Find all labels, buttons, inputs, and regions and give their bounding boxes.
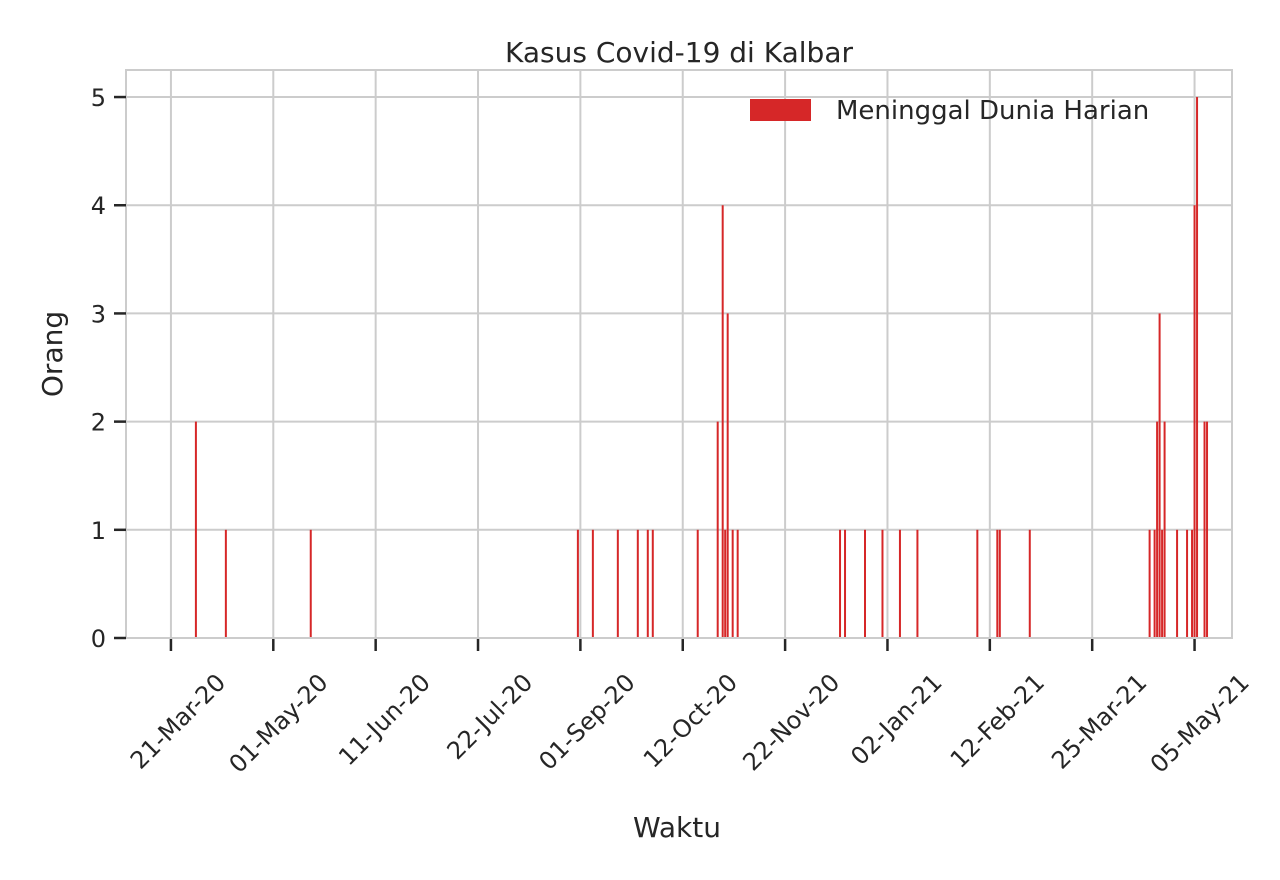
bar — [731, 529, 734, 638]
bars — [194, 97, 1209, 639]
bar — [736, 529, 739, 638]
bar — [651, 529, 654, 638]
bar — [309, 529, 312, 638]
bar — [1163, 421, 1166, 638]
legend-label: Meninggal Dunia Harian — [836, 96, 1149, 126]
bar — [1196, 97, 1199, 639]
legend-swatch — [750, 99, 811, 121]
y-tick-label: 5 — [91, 84, 106, 112]
bar — [646, 529, 649, 638]
chart-title: Kasus Covid-19 di Kalbar — [505, 36, 853, 69]
bar — [916, 529, 919, 638]
bar — [1148, 529, 1151, 638]
y-tick-label: 1 — [91, 517, 106, 545]
bar — [576, 529, 579, 638]
bar — [863, 529, 866, 638]
bar — [721, 205, 724, 638]
y-axis-label: Orang — [36, 311, 69, 397]
bar — [844, 529, 847, 638]
bar — [724, 529, 727, 638]
bar — [1176, 529, 1179, 638]
bar — [636, 529, 639, 638]
bar — [1193, 205, 1196, 638]
x-axis-label: Waktu — [633, 811, 721, 844]
bar — [1158, 313, 1161, 638]
plot-frame — [125, 69, 1233, 639]
bar — [1153, 529, 1156, 638]
bar — [1156, 421, 1159, 638]
bar — [1206, 421, 1209, 638]
y-tick-label: 4 — [91, 192, 106, 220]
bar — [1191, 529, 1194, 638]
bar — [726, 313, 729, 638]
grid — [126, 70, 1232, 639]
y-tick-label: 2 — [91, 409, 106, 437]
bar — [898, 529, 901, 638]
bar — [976, 529, 979, 638]
bar — [1186, 529, 1189, 638]
bar — [839, 529, 842, 638]
bar — [1028, 529, 1031, 638]
bar — [881, 529, 884, 638]
bar — [1161, 529, 1164, 638]
y-tick-label: 0 — [91, 625, 106, 653]
bar — [1203, 421, 1206, 638]
bar — [194, 421, 197, 638]
bar — [716, 421, 719, 638]
bar — [224, 529, 227, 638]
legend: Meninggal Dunia Harian — [750, 96, 1149, 126]
bar — [696, 529, 699, 638]
bar — [591, 529, 594, 638]
bar — [996, 529, 999, 638]
y-tick-label: 3 — [91, 300, 106, 328]
bar — [616, 529, 619, 638]
bar — [998, 529, 1001, 638]
